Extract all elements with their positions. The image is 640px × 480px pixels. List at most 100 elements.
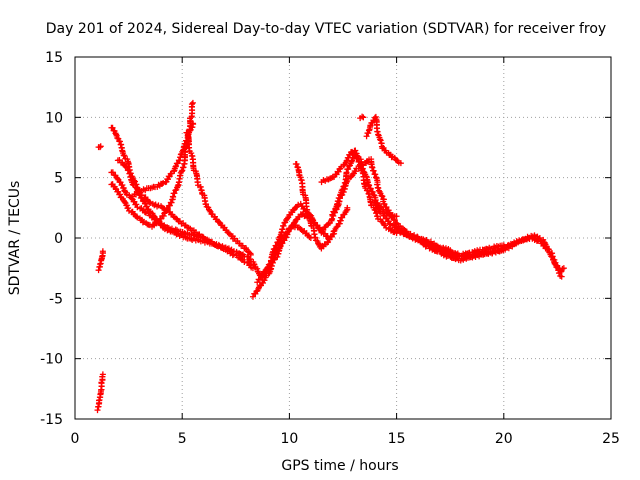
data-point <box>379 193 386 200</box>
data-point <box>97 143 104 150</box>
series-isolated-start <box>95 143 104 151</box>
series-arc-5 <box>114 157 207 241</box>
data-point <box>339 214 346 221</box>
data-point <box>367 185 374 192</box>
data-point <box>273 242 280 249</box>
y-tick-labels: -15 -10 -5 0 5 10 15 <box>40 50 63 428</box>
data-point <box>386 220 393 227</box>
x-axis-label: GPS time / hours <box>281 458 398 474</box>
data-point <box>347 151 354 158</box>
data-point <box>265 264 272 271</box>
data-point <box>179 147 186 154</box>
data-point <box>99 371 106 378</box>
data-point <box>172 163 179 170</box>
data-point <box>560 265 567 272</box>
y-tick-label: 5 <box>54 171 63 187</box>
data-point <box>125 167 132 174</box>
data-point <box>293 161 300 168</box>
data-point <box>343 207 350 214</box>
x-tick-label: 15 <box>388 431 406 447</box>
series-arc-8 <box>254 150 400 286</box>
data-point <box>397 160 404 167</box>
data-point <box>146 199 153 206</box>
data-point <box>206 207 213 214</box>
series-arc-6 <box>183 129 254 258</box>
data-point <box>352 168 359 175</box>
data-point <box>558 273 565 280</box>
x-tick-label: 25 <box>602 431 620 447</box>
data-point <box>225 230 232 237</box>
data-point <box>329 211 336 218</box>
y-tick-label: -5 <box>49 291 63 307</box>
data-point <box>133 201 140 208</box>
data-point <box>133 213 140 220</box>
data-point <box>372 171 379 178</box>
data-point <box>125 204 132 211</box>
data-point <box>388 213 395 220</box>
series-arc-9 <box>292 160 351 252</box>
data-points <box>94 99 567 414</box>
data-point <box>288 223 295 230</box>
data-point <box>121 199 128 206</box>
data-point <box>556 270 563 277</box>
x-tick-labels: 0 5 10 15 20 25 <box>71 431 620 447</box>
data-point <box>114 134 121 141</box>
data-point <box>344 204 351 211</box>
data-point <box>114 175 121 182</box>
data-point <box>189 120 196 127</box>
series-arc-15 <box>425 242 507 259</box>
data-point <box>375 205 382 212</box>
data-point <box>247 251 254 258</box>
x-tick-label: 5 <box>178 431 187 447</box>
data-point <box>189 99 196 106</box>
data-point <box>117 191 124 198</box>
data-point <box>500 242 507 249</box>
data-point <box>370 167 377 174</box>
data-point <box>551 260 558 267</box>
data-point <box>99 248 106 255</box>
series-arc-3 <box>108 99 196 230</box>
y-tick-label: -15 <box>40 412 63 428</box>
data-point <box>280 222 287 229</box>
data-point <box>188 101 195 108</box>
data-point <box>121 152 128 159</box>
y-tick-label: -10 <box>40 352 63 368</box>
data-point <box>271 245 278 252</box>
data-point <box>343 169 350 176</box>
data-point <box>200 235 207 241</box>
series-arc-7 <box>249 210 331 300</box>
data-point <box>366 182 373 189</box>
data-point <box>328 233 335 240</box>
axis-ticks <box>74 56 612 420</box>
data-point <box>333 224 340 231</box>
data-point <box>122 163 129 170</box>
series-isolated-mid <box>357 113 367 122</box>
data-point <box>343 158 350 165</box>
data-point <box>337 217 344 224</box>
x-tick-label: 0 <box>71 431 80 447</box>
data-point <box>266 264 273 271</box>
data-point <box>363 173 370 180</box>
data-point <box>95 267 102 274</box>
data-point <box>521 236 528 243</box>
data-point <box>369 189 376 196</box>
data-point <box>216 219 223 226</box>
series-arc-12 <box>363 113 404 167</box>
series-short-segment-a <box>95 248 106 274</box>
data-point <box>275 238 282 245</box>
data-point <box>109 124 116 131</box>
data-point <box>392 217 399 224</box>
y-axis-label: SDTVAR / TECUs <box>7 181 23 296</box>
data-point <box>383 204 390 211</box>
data-point <box>158 215 165 222</box>
series-short-segment-b <box>94 371 106 414</box>
data-point <box>363 133 370 140</box>
data-point <box>169 193 176 200</box>
y-tick-label: 0 <box>54 231 63 247</box>
x-tick-label: 20 <box>495 431 513 447</box>
data-point <box>373 174 380 181</box>
data-point <box>119 181 126 188</box>
data-point <box>360 114 367 121</box>
chart-title: Day 201 of 2024, Sidereal Day-to-day VTE… <box>46 21 606 37</box>
